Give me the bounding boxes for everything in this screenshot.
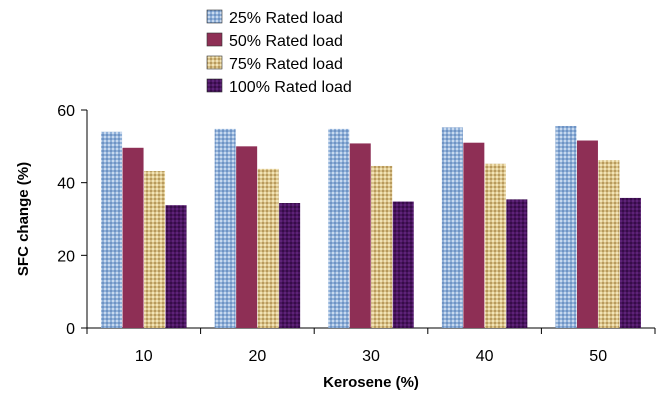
- legend: 25% Rated load 50% Rated load 75% Rated lo…: [206, 9, 352, 96]
- legend-swatch: [206, 55, 223, 70]
- bar-25-rated-load-10: [101, 131, 123, 328]
- x-axis-title: Kerosene (%): [323, 374, 419, 391]
- x-tick-label: 50: [589, 348, 607, 365]
- bar-50-rated-load-20: [236, 146, 258, 328]
- bar-50-rated-load-10: [122, 147, 144, 328]
- x-tick-label: 10: [135, 348, 153, 365]
- bar-50-rated-load-30: [349, 143, 371, 328]
- x-tick-label: 40: [476, 348, 494, 365]
- bar-100-rated-load-10: [165, 205, 187, 328]
- legend-label: 25% Rated load: [229, 10, 343, 27]
- bar-75-rated-load-10: [144, 171, 166, 328]
- y-axis-ticks: 0 20 40 60: [57, 103, 87, 338]
- y-axis-title: SFC change (%): [15, 162, 32, 276]
- bar-75-rated-load-20: [257, 168, 279, 328]
- x-axis-ticks: 10 20 30 40 50: [86, 328, 656, 365]
- bar-75-rated-load-40: [484, 163, 506, 328]
- bar-100-rated-load-50: [619, 197, 641, 328]
- legend-label: 50% Rated load: [229, 33, 343, 50]
- bar-100-rated-load-30: [392, 201, 414, 328]
- legend-label: 100% Rated load: [229, 79, 352, 96]
- x-tick-label: 30: [362, 348, 380, 365]
- y-tick-label: 60: [57, 103, 75, 120]
- bars: [101, 125, 641, 328]
- legend-swatch: [206, 32, 223, 47]
- bar-75-rated-load-50: [598, 160, 620, 328]
- bar-50-rated-load-50: [576, 140, 598, 328]
- y-tick-label: 40: [57, 176, 75, 193]
- legend-swatch: [206, 78, 223, 93]
- bar-100-rated-load-20: [279, 203, 301, 328]
- plot-area: 0 20 40 60 10 20 30 40 50: [57, 103, 656, 365]
- bar-25-rated-load-30: [328, 128, 350, 328]
- y-tick-label: 0: [66, 321, 75, 338]
- bar-75-rated-load-30: [371, 165, 393, 328]
- bar-25-rated-load-40: [441, 127, 463, 328]
- x-tick-label: 20: [249, 348, 267, 365]
- bar-100-rated-load-40: [506, 199, 528, 328]
- bar-25-rated-load-50: [555, 125, 577, 328]
- bar-50-rated-load-40: [463, 142, 485, 328]
- legend-label: 75% Rated load: [229, 56, 343, 73]
- bar-25-rated-load-20: [214, 128, 236, 328]
- y-tick-label: 20: [57, 248, 75, 265]
- legend-swatch: [206, 9, 223, 24]
